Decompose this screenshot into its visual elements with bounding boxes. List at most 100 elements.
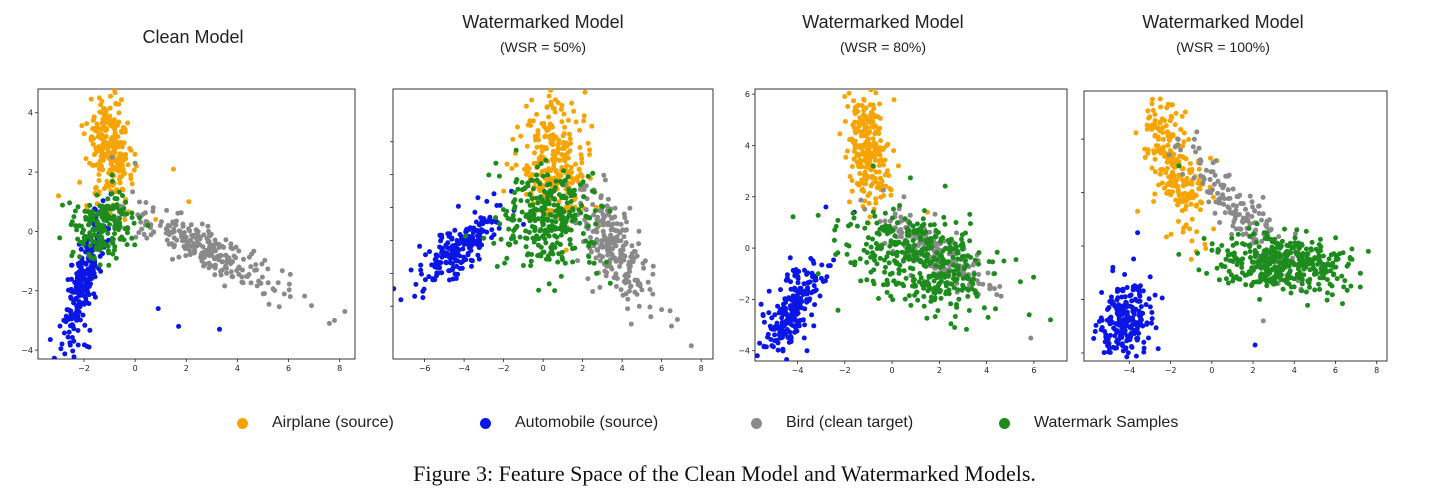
bird-point [1200, 180, 1206, 186]
airplane-point [1186, 137, 1192, 142]
watermark-point [586, 243, 592, 249]
bird-point [226, 255, 232, 261]
bird-point [980, 281, 986, 287]
watermark-point [1209, 247, 1215, 253]
airplane-point [56, 193, 61, 199]
watermark-point [918, 275, 924, 281]
watermark-point [884, 254, 890, 260]
bird-point [636, 303, 642, 309]
airplane-point [867, 191, 873, 196]
watermark-point [1263, 247, 1269, 253]
y-tick-label: 2 [28, 168, 33, 177]
airplane-point [504, 161, 510, 167]
airplane-point [125, 162, 131, 168]
watermark-point [933, 273, 939, 279]
bird-point [585, 276, 591, 282]
y-tick-label: 6 [745, 90, 750, 99]
watermark-point [111, 213, 117, 219]
panel-4-subtitle-text: (WSR = 100%) [1176, 39, 1270, 55]
bird-point [187, 243, 193, 249]
watermark-point [1288, 290, 1294, 296]
airplane-point [1186, 167, 1192, 173]
airplane-point [541, 145, 546, 151]
panel-3-subtitle-text: (WSR = 80%) [840, 39, 926, 55]
bird-point [164, 207, 170, 213]
automobile-point [1103, 332, 1109, 337]
bird-point [629, 243, 635, 249]
airplane-point [857, 129, 863, 134]
bird-point [659, 307, 665, 313]
watermark-point [865, 235, 871, 241]
automobile-point [1127, 316, 1133, 322]
airplane-point [83, 156, 89, 162]
watermark-point [109, 235, 115, 241]
watermark-point [564, 216, 570, 221]
watermark-point [1255, 260, 1261, 266]
watermark-point [1291, 244, 1297, 250]
bird-point [228, 259, 234, 265]
watermark-point [919, 223, 925, 229]
automobile-point [761, 319, 767, 325]
watermark-point [1282, 261, 1288, 267]
airplane-point [854, 103, 860, 109]
y-tick-label: 4 [28, 109, 33, 118]
bird-point [622, 253, 628, 259]
bird-point [246, 272, 252, 277]
bird-point [606, 220, 611, 226]
airplane-point [98, 102, 104, 108]
bird-point [281, 291, 287, 297]
airplane-point [867, 214, 873, 220]
automobile-point [69, 276, 74, 282]
airplane-point [100, 150, 105, 156]
bird-point [970, 262, 976, 268]
bird-point [985, 270, 991, 276]
watermark-point [1305, 251, 1311, 257]
airplane-point [1177, 197, 1183, 203]
automobile-point [1135, 230, 1141, 236]
automobile-point [1105, 349, 1111, 355]
airplane-point [575, 174, 581, 180]
bird-point [1266, 217, 1272, 223]
automobile-point [1149, 310, 1155, 315]
watermark-point [545, 172, 550, 178]
watermark-point [530, 235, 536, 241]
x-tick-label: 6 [1333, 366, 1338, 375]
watermark-point [562, 177, 568, 183]
watermark-point [92, 226, 97, 232]
airplane-point [560, 133, 566, 139]
bird-point [892, 211, 898, 217]
watermark-point [536, 287, 542, 293]
panel-1-title-text: Clean Model [142, 27, 244, 47]
airplane-point [110, 149, 116, 155]
airplane-point [866, 200, 872, 206]
watermark-point [872, 257, 877, 263]
airplane-point [1175, 218, 1181, 224]
airplane-point [879, 158, 885, 164]
airplane-point [1160, 125, 1166, 131]
automobile-point [73, 310, 79, 316]
airplane-point [536, 137, 541, 143]
watermark-point [1277, 270, 1283, 276]
bird-point [228, 241, 234, 247]
watermark-point [1335, 256, 1341, 262]
automobile-point [1149, 316, 1155, 322]
watermark-point [1227, 258, 1233, 264]
airplane-point [549, 177, 555, 183]
automobile-point [824, 274, 830, 280]
bird-point [253, 262, 259, 268]
airplane-point [869, 124, 875, 130]
automobile-point [826, 263, 831, 269]
watermark-point [967, 211, 973, 217]
automobile-point [449, 236, 455, 242]
airplane-point [104, 119, 110, 125]
watermark-point [992, 271, 997, 277]
bird-point [614, 221, 620, 227]
automobile-point [777, 325, 783, 331]
watermark-point [493, 215, 499, 221]
automobile-point [80, 312, 86, 318]
watermark-point [505, 215, 511, 221]
automobile-point [427, 249, 432, 255]
airplane-point [522, 166, 528, 172]
watermark-point [564, 200, 570, 206]
